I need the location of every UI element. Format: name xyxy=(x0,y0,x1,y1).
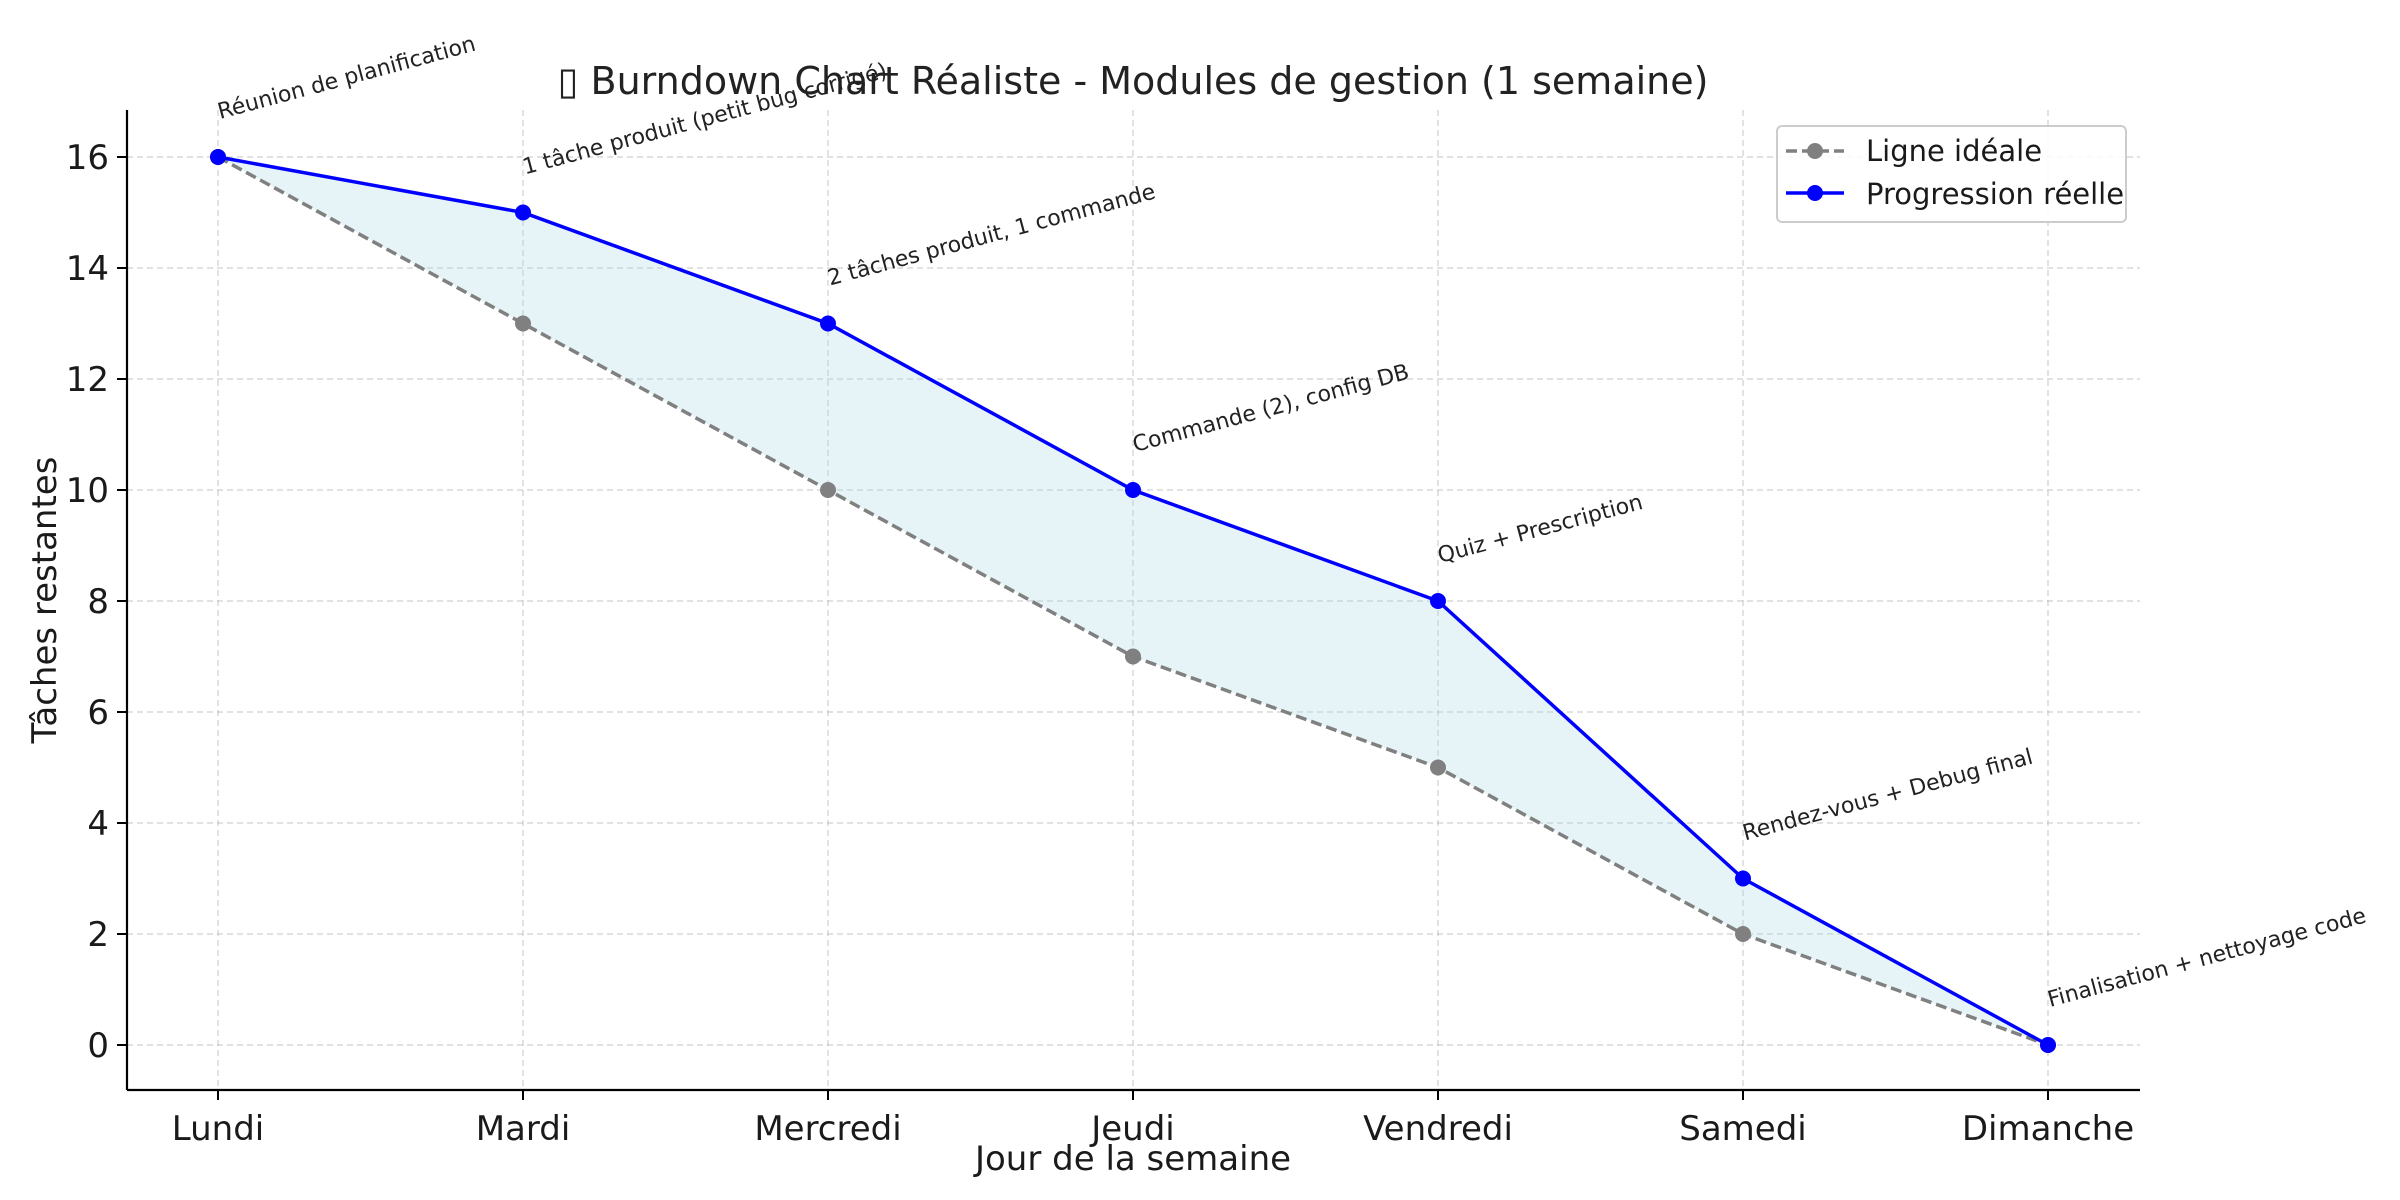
fill-between-polygon xyxy=(218,157,2048,1045)
y-tick-label: 16 xyxy=(66,138,109,178)
annotation-label: Réunion de planification xyxy=(215,32,478,125)
y-tick-label: 14 xyxy=(66,249,109,289)
legend-marker-reelle xyxy=(1807,185,1823,201)
series-point-reelle xyxy=(1125,482,1141,498)
series-point-ideal xyxy=(1735,926,1751,942)
chart-emoji-icon: ▯ xyxy=(558,59,591,103)
y-tick-label: 4 xyxy=(87,804,109,844)
x-tick-label: Samedi xyxy=(1679,1109,1806,1149)
fill-between-area xyxy=(218,157,2048,1045)
series-point-reelle xyxy=(2040,1037,2056,1053)
legend-frame xyxy=(1776,125,2127,223)
x-tick-label: Vendredi xyxy=(1363,1109,1513,1149)
series-lines xyxy=(210,149,2056,1053)
legend-label-reelle: Progression réelle xyxy=(1866,177,2124,211)
series-point-reelle xyxy=(820,315,836,332)
annotation-label: Rendez-vous + Debug final xyxy=(1740,745,2035,847)
y-tick-label: 8 xyxy=(87,582,109,622)
series-point-ideal xyxy=(820,482,836,498)
series-point-ideal xyxy=(1430,759,1446,776)
y-tick-label: 6 xyxy=(87,693,109,733)
ticks: 0 2 4 6 8 10 12 14 16 Lundi Mardi Mercredi Jeudi Vend… xyxy=(66,138,2134,1149)
legend-label-ideal: Ligne idéale xyxy=(1866,134,2042,168)
x-tick-label: Mardi xyxy=(476,1109,571,1149)
series-point-reelle xyxy=(1430,593,1446,609)
x-tick-label: Dimanche xyxy=(1962,1109,2134,1149)
chart-title-text: Burndown Chart Réaliste - Modules de ges… xyxy=(591,59,1709,103)
series-point-reelle xyxy=(1735,870,1751,887)
x-tick-label: Jeudi xyxy=(1089,1109,1175,1149)
x-tick-label: Lundi xyxy=(172,1109,264,1149)
annotation-label: Quiz + Prescription xyxy=(1435,490,1645,569)
x-tick-label: Mercredi xyxy=(754,1109,901,1149)
y-axis-title: Tâches restantes xyxy=(25,457,65,745)
legend: Ligne idéale Progression réelle xyxy=(1776,125,2127,223)
series-point-ideal xyxy=(515,315,531,332)
series-point-ideal xyxy=(1125,648,1141,665)
grid xyxy=(127,110,2140,1090)
y-tick-label: 12 xyxy=(66,360,109,400)
y-tick-label: 0 xyxy=(87,1026,109,1066)
annotation-label: 2 tâches produit, 1 commande xyxy=(825,180,1158,292)
annotation-label: Commande (2), config DB xyxy=(1130,360,1412,458)
annotation-label: Finalisation + nettoyage code xyxy=(2045,904,2369,1013)
series-point-reelle xyxy=(210,149,226,165)
y-tick-label: 2 xyxy=(87,915,109,955)
chart-title: ▯ Burndown Chart Réaliste - Modules de g… xyxy=(558,59,1709,103)
series-point-reelle xyxy=(515,204,531,221)
y-tick-label: 10 xyxy=(66,471,109,511)
x-axis-title: Jour de la semaine xyxy=(973,1139,1291,1179)
legend-marker-ideal xyxy=(1807,143,1823,159)
